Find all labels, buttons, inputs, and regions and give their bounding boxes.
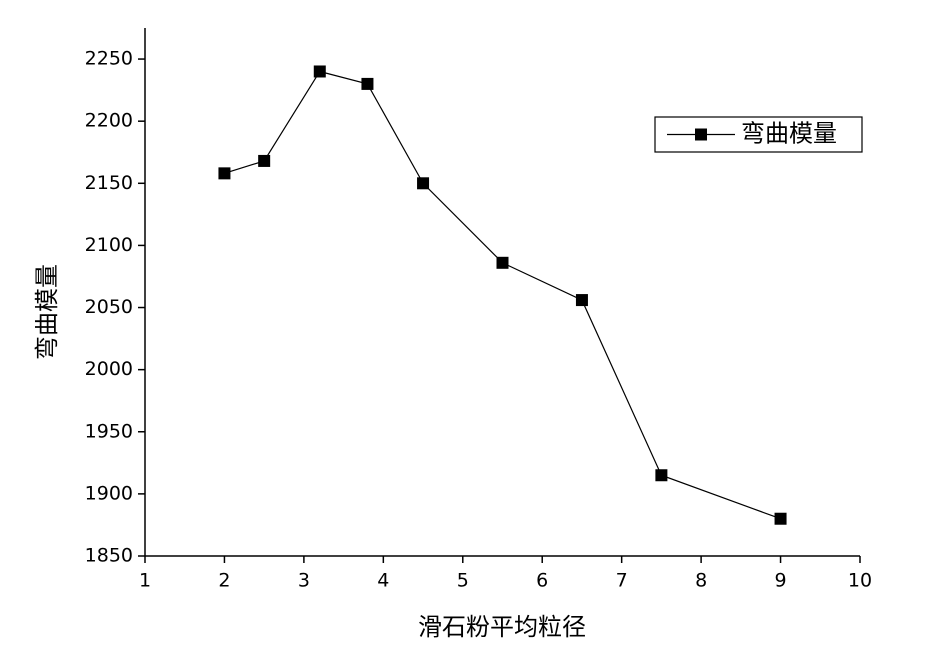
marker <box>313 65 326 78</box>
x-tick-label: 5 <box>457 570 469 592</box>
marker <box>361 77 374 90</box>
y-tick-label: 1950 <box>85 420 133 442</box>
marker <box>496 256 509 269</box>
x-tick-label: 1 <box>139 570 151 592</box>
x-tick-label: 9 <box>775 570 787 592</box>
y-tick-label: 1850 <box>85 545 133 567</box>
marker <box>774 512 787 525</box>
marker <box>417 177 430 190</box>
y-tick-label: 2200 <box>85 110 133 132</box>
x-tick-label: 4 <box>377 570 389 592</box>
y-tick-label: 2250 <box>85 48 133 70</box>
y-tick-label: 2050 <box>85 296 133 318</box>
marker <box>218 167 231 180</box>
y-tick-label: 1900 <box>85 482 133 504</box>
legend-marker <box>695 128 707 141</box>
x-tick-label: 6 <box>536 570 548 592</box>
legend-label: 弯曲模量 <box>741 120 837 148</box>
x-tick-label: 3 <box>298 570 310 592</box>
x-tick-label: 8 <box>695 570 707 592</box>
y-tick-label: 2100 <box>85 234 133 256</box>
x-tick-label: 10 <box>848 570 872 592</box>
x-tick-label: 2 <box>218 570 230 592</box>
marker <box>258 154 271 167</box>
y-axis-title: 弯曲模量 <box>33 264 61 360</box>
marker <box>655 469 668 482</box>
marker <box>575 294 588 307</box>
y-tick-label: 2150 <box>85 172 133 194</box>
x-tick-label: 7 <box>616 570 628 592</box>
x-axis-title: 滑石粉平均粒径 <box>418 613 586 641</box>
y-tick-label: 2000 <box>85 358 133 380</box>
